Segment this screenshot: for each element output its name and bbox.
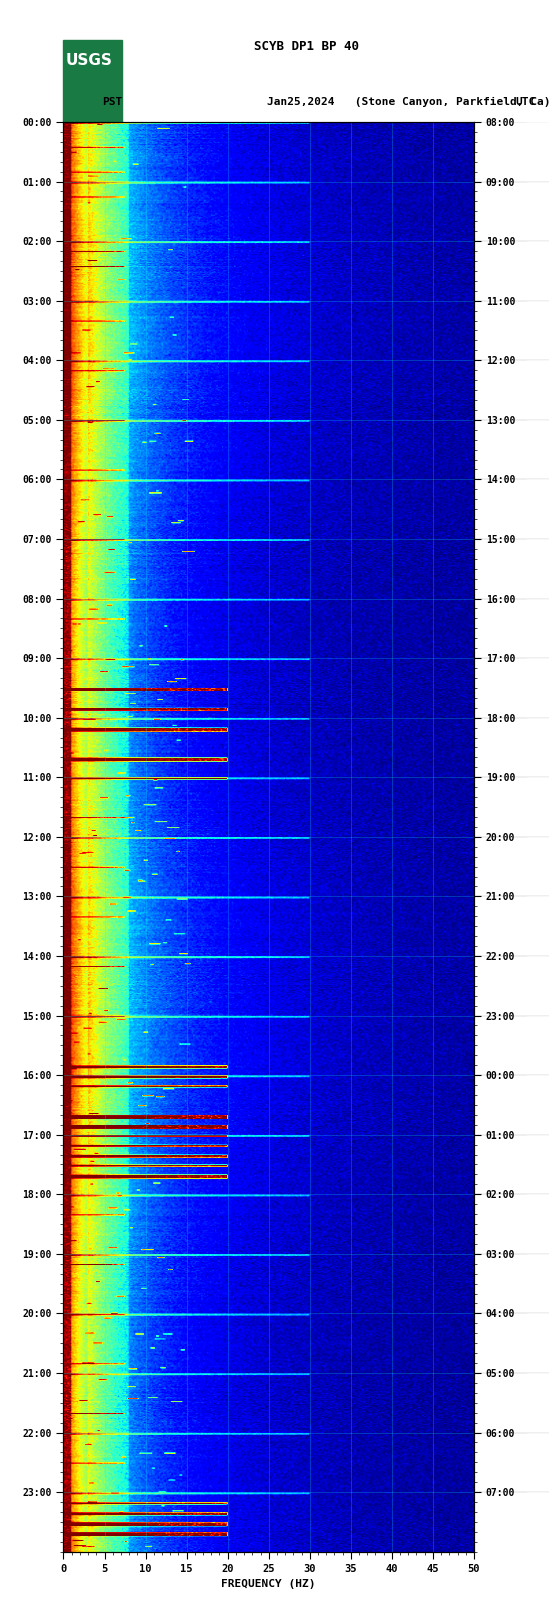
Text: USGS: USGS (66, 53, 113, 68)
Text: PST: PST (102, 97, 123, 108)
X-axis label: FREQUENCY (HZ): FREQUENCY (HZ) (221, 1579, 316, 1589)
Text: UTC: UTC (515, 97, 535, 108)
Bar (63, 40, 122, 123)
Text: Jan25,2024   (Stone Canyon, Parkfield, Ca): Jan25,2024 (Stone Canyon, Parkfield, Ca) (268, 97, 551, 108)
Text: SCYB DP1 BP 40: SCYB DP1 BP 40 (254, 40, 359, 53)
